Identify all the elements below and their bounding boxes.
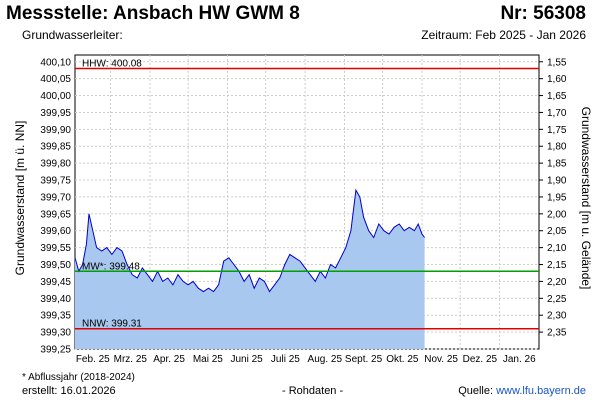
x-tick-label: Nov. 25 [424,354,458,365]
right-tick-label: 1,60 [547,74,567,85]
x-tick-label: Dez. 25 [463,354,498,365]
footnote: * Abflussjahr (2018-2024) [22,372,135,383]
reference-lines: HHW: 400.08 MW*: 399.48 NNW: 399.31 [75,59,539,330]
left-tick-label: 399,60 [40,226,71,237]
x-tick-label: Juli 25 [271,354,300,365]
left-tick-label: 399,35 [40,311,71,322]
aquifer-label: Grundwasserleiter: [22,28,123,42]
source: Quelle: www.lfu.bayern.de [458,385,586,397]
left-tick-label: 399,80 [40,159,71,170]
series-area [75,190,425,349]
right-tick-label: 1,70 [547,108,567,119]
right-tick-label: 1,65 [547,91,567,102]
period-label: Zeitraum: Feb 2025 - Jan 2026 [421,28,586,42]
left-axis-label: Grundwasserstand [m ü. NN] [13,121,27,276]
series-line [74,188,425,293]
station-number: Nr: 56308 [500,3,586,24]
left-tick-label: 399,70 [40,192,71,203]
left-tick-label: 399,40 [40,294,71,305]
left-tick-label: 399,25 [40,345,71,356]
x-axis-ticks: Feb. 25 Mrz. 25 Apr. 25 Mai 25 Juni 25 Juli 2… [76,354,536,365]
left-tick-label: 399,30 [40,328,71,339]
left-tick-label: 400,05 [40,74,71,85]
right-tick-label: 1,80 [547,142,567,153]
ref-label-nnw: NNW: 399.31 [82,319,142,330]
left-tick-label: 399,55 [40,243,71,254]
right-tick-label: 1,85 [547,159,567,170]
right-tick-label: 1,95 [547,192,567,203]
data-type: - Rohdaten - [282,385,344,397]
right-axis-label: Grundwasserstand [m u. Gelände] [579,107,593,290]
source-link[interactable]: www.lfu.bayern.de [496,385,586,397]
x-tick-label: Feb. 25 [76,354,110,365]
right-tick-label: 1,90 [547,176,567,187]
left-tick-label: 399,65 [40,209,71,220]
right-tick-label: 2,05 [547,226,567,237]
left-tick-label: 400,10 [40,57,71,68]
right-tick-label: 2,35 [547,328,567,339]
left-tick-label: 399,90 [40,125,71,136]
x-tick-label: Apr. 25 [153,354,185,365]
left-tick-label: 399,75 [40,176,71,187]
x-tick-label: Jan. 26 [503,354,536,365]
x-tick-label: Aug. 25 [308,354,343,365]
ref-label-mw: MW*: 399.48 [82,261,140,272]
right-tick-label: 1,75 [547,125,567,136]
ref-label-hhw: HHW: 400.08 [82,59,142,70]
x-tick-label: Juni 25 [230,354,263,365]
right-tick-label: 1,55 [547,57,567,68]
created-date: erstellt: 16.01.2026 [22,385,116,397]
page-title: Messstelle: Ansbach HW GWM 8 [6,3,300,24]
x-tick-label: Mai 25 [193,354,223,365]
right-tick-label: 2,20 [547,277,567,288]
right-tick-label: 2,15 [547,260,567,271]
left-tick-label: 399,85 [40,142,71,153]
right-tick-label: 2,25 [547,294,567,305]
right-axis-ticks: 1,55 1,60 1,65 1,70 1,75 1,80 1,85 1,90 1,95 2,00… [539,57,567,339]
left-tick-label: 399,95 [40,108,71,119]
left-tick-label: 400,00 [40,91,71,102]
source-label: Quelle: [458,385,497,397]
x-tick-label: Okt. 25 [386,354,419,365]
x-tick-label: Mrz. 25 [114,354,148,365]
right-tick-label: 2,00 [547,209,567,220]
left-tick-label: 399,50 [40,260,71,271]
right-tick-label: 2,30 [547,311,567,322]
x-tick-label: Sept. 25 [345,354,383,365]
right-tick-label: 2,10 [547,243,567,254]
left-tick-label: 399,45 [40,277,71,288]
left-axis-ticks: 400,10 400,05 400,00 399,95 399,90 399,85 399,… [40,57,71,355]
